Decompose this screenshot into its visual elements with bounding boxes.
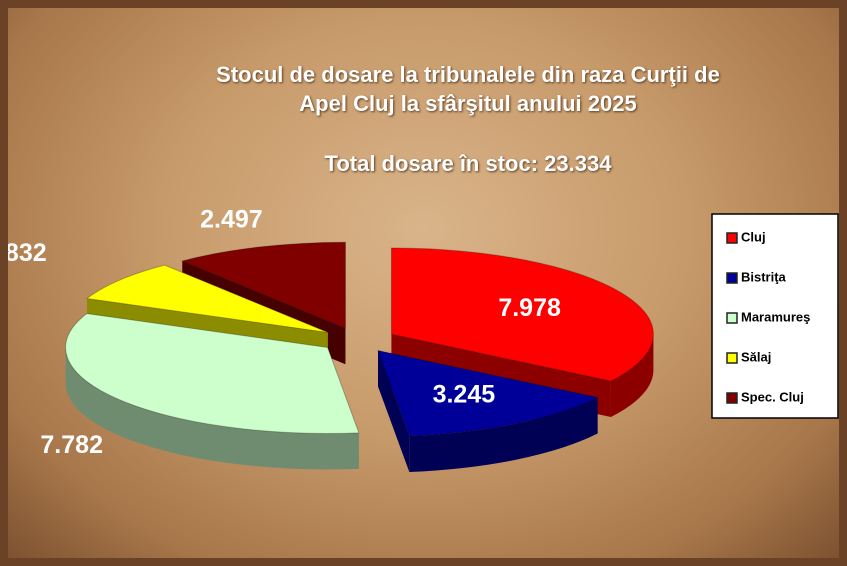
slice (65, 313, 360, 470)
data-label: 1.832 (0, 239, 47, 267)
legend-swatch (726, 312, 738, 324)
slice-wall (409, 397, 598, 472)
data-label: 7.782 (40, 431, 103, 459)
data-label: 2.497 (200, 206, 263, 234)
chart-title: Stocul de dosare la tribunalele din raza… (216, 62, 720, 116)
legend-label: Cluj (741, 229, 766, 244)
legend-swatch (726, 232, 738, 244)
data-label: 7.978 (498, 294, 561, 322)
slice-side (378, 350, 410, 472)
slice-top (85, 264, 328, 333)
slice-wall (610, 334, 654, 418)
slice-top (390, 247, 654, 382)
chart-subtitle: Total dosare în stoc: 23.334 (324, 151, 612, 176)
legend-swatch (726, 352, 738, 364)
slice (377, 349, 600, 472)
slice-top (65, 313, 360, 434)
legend-label: Maramureş (741, 309, 810, 324)
legend-label: Sălaj (741, 349, 771, 364)
legend-swatch (726, 392, 738, 404)
data-label: 3.245 (433, 380, 496, 408)
slice-top (377, 349, 600, 437)
legend-swatch (726, 272, 738, 284)
slice-top (180, 241, 346, 329)
slice-wall (65, 347, 359, 470)
legend-label: Bistriţa (741, 269, 787, 284)
legend-label: Spec. Cluj (741, 389, 804, 404)
